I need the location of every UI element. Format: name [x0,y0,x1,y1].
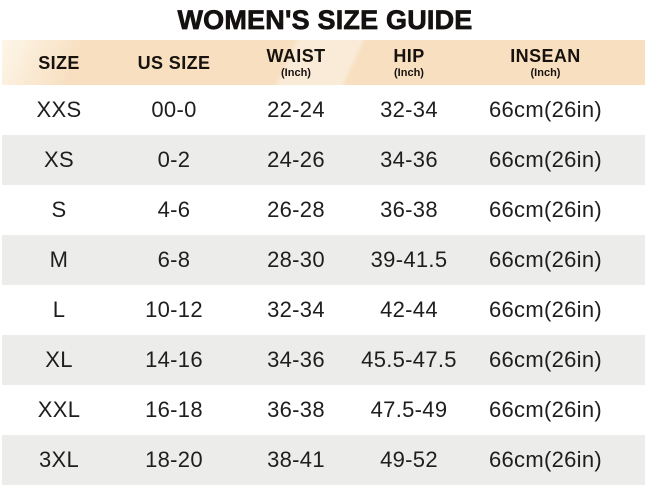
cell-size: 3XL [38,447,80,472]
cell-hip: 49-52 [380,447,438,472]
column-header-label: SIZE [38,52,80,73]
cell-inseam: 66cm(26in) [488,347,603,372]
column-header-size: SIZE [2,54,116,72]
cell-size: XS [44,147,74,172]
cell-inseam: 66cm(26in) [488,297,603,322]
table-row-m: M 6-8 28-30 39-41.5 66cm(26in) [2,235,645,285]
cell-waist: 34-36 [267,347,325,372]
cell-inseam: 66cm(26in) [488,147,603,172]
table-row-xxl: XXL 16-18 36-38 47.5-49 66cm(26in) [2,385,645,435]
column-header-label: US SIZE [137,52,211,73]
column-header-label: HIP [393,45,425,66]
cell-inseam: 66cm(26in) [488,447,603,472]
cell-hip: 47.5-49 [370,397,448,422]
column-header-inseam: INSEAN (Inch) [458,47,645,79]
cell-size: M [49,247,69,272]
column-header-unit: (Inch) [530,66,561,79]
cell-size: XXS [36,97,82,122]
cell-us-size: 00-0 [151,97,197,122]
column-header-us-size: US SIZE [116,54,232,72]
page-title: WOMEN'S SIZE GUIDE [177,4,473,35]
table-row-3xl: 3XL 18-20 38-41 49-52 66cm(26in) [2,435,645,485]
column-header-unit: (Inch) [281,66,311,79]
column-header-hip: HIP (Inch) [360,47,458,79]
cell-us-size: 16-18 [145,397,203,422]
size-table: SIZE US SIZE WAIST (Inch) HIP (Inch) INS… [2,40,645,485]
table-row-xxs: XXS 00-0 22-24 32-34 66cm(26in) [2,85,645,135]
cell-inseam: 66cm(26in) [488,247,603,272]
cell-waist: 26-28 [267,197,325,222]
cell-size: XXL [37,397,81,422]
cell-hip: 42-44 [380,297,438,322]
cell-waist: 36-38 [267,397,325,422]
table-row-s: S 4-6 26-28 36-38 66cm(26in) [2,185,645,235]
table-row-xs: XS 0-2 24-26 34-36 66cm(26in) [2,135,645,185]
cell-size: L [52,297,66,322]
cell-size: S [51,197,67,222]
cell-inseam: 66cm(26in) [488,97,603,122]
cell-hip: 32-34 [380,97,438,122]
cell-waist: 22-24 [267,97,325,122]
cell-size: XL [45,347,73,372]
cell-waist: 38-41 [267,447,325,472]
cell-us-size: 6-8 [157,247,191,272]
column-header-label: WAIST [266,45,326,66]
cell-hip: 36-38 [380,197,438,222]
cell-waist: 24-26 [267,147,325,172]
column-header-waist: WAIST (Inch) [232,47,360,79]
table-row-xl: XL 14-16 34-36 45.5-47.5 66cm(26in) [2,335,645,385]
cell-inseam: 66cm(26in) [488,397,603,422]
cell-hip: 45.5-47.5 [361,347,457,372]
cell-us-size: 0-2 [157,147,191,172]
table-row-l: L 10-12 32-34 42-44 66cm(26in) [2,285,645,335]
cell-us-size: 18-20 [145,447,203,472]
cell-hip: 39-41.5 [370,247,448,272]
column-header-label: INSEAN [510,45,581,66]
cell-us-size: 4-6 [157,197,191,222]
cell-waist: 28-30 [267,247,325,272]
table-header-row: SIZE US SIZE WAIST (Inch) HIP (Inch) INS… [2,40,645,85]
cell-inseam: 66cm(26in) [488,197,603,222]
cell-hip: 34-36 [380,147,438,172]
cell-us-size: 10-12 [145,297,203,322]
cell-us-size: 14-16 [145,347,203,372]
cell-waist: 32-34 [267,297,325,322]
column-header-unit: (Inch) [394,66,424,79]
